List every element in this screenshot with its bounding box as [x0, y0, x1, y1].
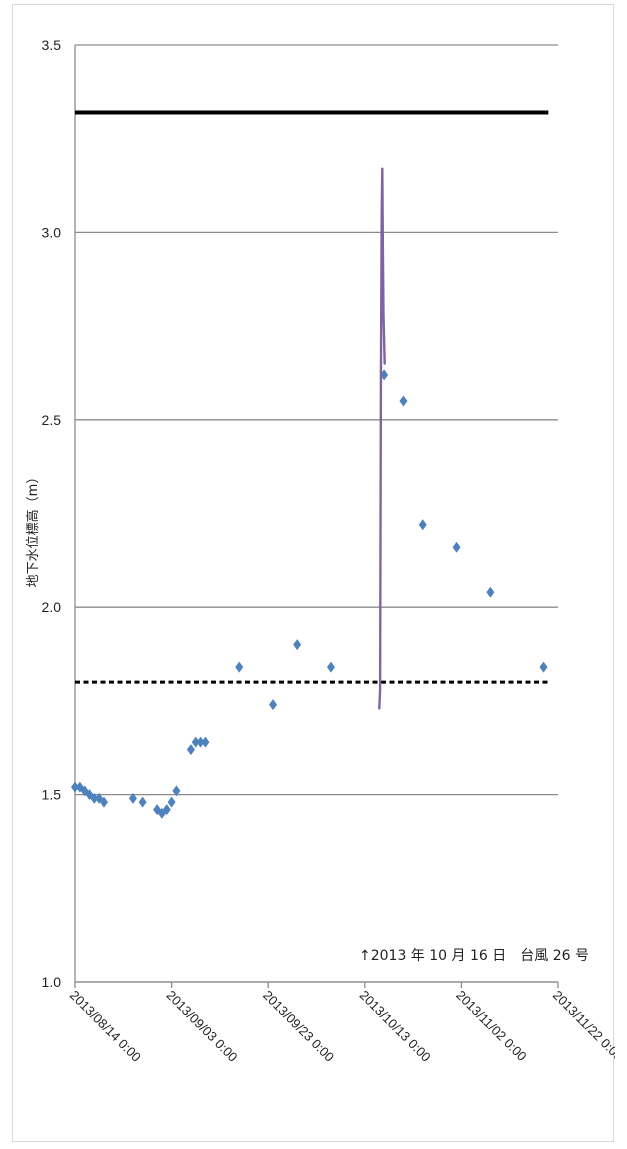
data-point — [167, 796, 176, 808]
y-tick-label: 3.5 — [42, 37, 62, 53]
plot-area — [71, 167, 548, 819]
data-point — [201, 736, 210, 748]
data-point — [418, 519, 427, 531]
data-point — [71, 781, 79, 793]
y-tick-label: 2.5 — [42, 412, 62, 428]
x-tick-label: 2013/11/02 0:00 — [453, 988, 529, 1064]
data-point — [269, 699, 278, 711]
chart-svg: 1.01.52.02.53.03.5 2013/08/14 0:00 2013/0… — [25, 37, 615, 1065]
annotation-text: ↑2013 年 10 月 16 日 台風 26 号 — [359, 948, 589, 964]
data-point — [138, 796, 147, 808]
y-axis-label: 地下水位標高（m） — [25, 471, 41, 588]
x-tick-label: 2013/11/22 0:00 — [550, 988, 615, 1064]
data-point — [539, 661, 548, 673]
data-point — [399, 395, 408, 407]
y-tick-label: 3.0 — [42, 224, 62, 240]
grid-lines — [74, 44, 558, 983]
data-point — [186, 744, 195, 756]
y-tick-label: 2.0 — [42, 599, 62, 615]
data-point — [99, 796, 108, 808]
data-point — [452, 541, 461, 553]
x-tick-label: 2013/09/23 0:00 — [260, 988, 337, 1065]
data-point — [293, 639, 302, 651]
chart-frame: 1.0 1.5 2.0 2.5 3.0 3.5 2013/08/14 0:00 2013/0… — [12, 4, 615, 1142]
x-tick-label: 2013/10/13 0:00 — [357, 988, 434, 1065]
x-tick-label: 2013/09/03 0:00 — [163, 988, 240, 1065]
data-point — [196, 736, 205, 748]
water-level-line — [378, 167, 386, 710]
data-point — [128, 792, 137, 804]
x-axis-ticks: 2013/08/14 0:00 2013/09/03 0:00 2013/09/23… — [67, 982, 615, 1065]
y-tick-label: 1.5 — [42, 787, 62, 803]
y-axis-ticks: 1.0 1.5 2.0 2.5 3.0 3.5 — [42, 37, 62, 990]
x-tick-label: 2013/08/14 0:00 — [67, 988, 144, 1065]
reference-lines — [75, 110, 549, 684]
data-point — [172, 785, 181, 797]
data-point — [162, 804, 171, 816]
data-point — [486, 586, 495, 598]
data-point — [191, 736, 200, 748]
data-point — [235, 661, 244, 673]
data-point — [326, 661, 335, 673]
y-tick-label: 1.0 — [42, 974, 62, 990]
data-point — [90, 792, 99, 804]
